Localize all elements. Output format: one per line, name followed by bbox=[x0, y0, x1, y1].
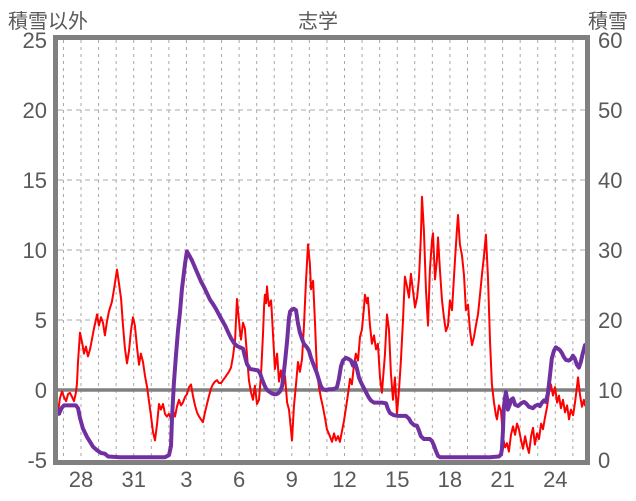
x-axis-tick-label: 9 bbox=[286, 467, 298, 492]
left-axis-tick-label: -5 bbox=[27, 448, 47, 473]
left-axis-tick-label: 25 bbox=[23, 28, 47, 53]
right-axis-tick-label: 50 bbox=[598, 98, 622, 123]
x-axis-tick-label: 15 bbox=[385, 467, 409, 492]
left-axis-title: 積雪以外 bbox=[8, 11, 88, 33]
chart-title: 志学 bbox=[298, 11, 338, 33]
x-axis-tick-label: 6 bbox=[233, 467, 245, 492]
x-axis-tick-label: 24 bbox=[543, 467, 567, 492]
left-axis-tick-label: 20 bbox=[23, 98, 47, 123]
right-axis-tick-label: 30 bbox=[598, 238, 622, 263]
temperature-line bbox=[57, 195, 586, 454]
right-axis-tick-label: 0 bbox=[598, 448, 610, 473]
right-axis-tick-label: 20 bbox=[598, 308, 622, 333]
right-axis-tick-label: 40 bbox=[598, 168, 622, 193]
snow-depth-line bbox=[57, 249, 586, 460]
left-axis-tick-label: 10 bbox=[23, 238, 47, 263]
x-axis-tick-label: 12 bbox=[332, 467, 356, 492]
x-axis-tick-label: 18 bbox=[438, 467, 462, 492]
right-axis-tick-label: 10 bbox=[598, 378, 622, 403]
right-axis-tick-label: 60 bbox=[598, 28, 622, 53]
left-axis-tick-label: 0 bbox=[35, 378, 47, 403]
x-axis-tick-label: 3 bbox=[180, 467, 192, 492]
left-axis-tick-label: 15 bbox=[23, 168, 47, 193]
x-axis-tick-label: 21 bbox=[490, 467, 514, 492]
right-axis-title: 積雪 bbox=[588, 11, 628, 33]
plot-frame bbox=[53, 35, 590, 465]
left-axis-tick-label: 5 bbox=[35, 308, 47, 333]
x-axis-tick-label: 31 bbox=[121, 467, 145, 492]
x-axis-tick-label: 28 bbox=[69, 467, 93, 492]
